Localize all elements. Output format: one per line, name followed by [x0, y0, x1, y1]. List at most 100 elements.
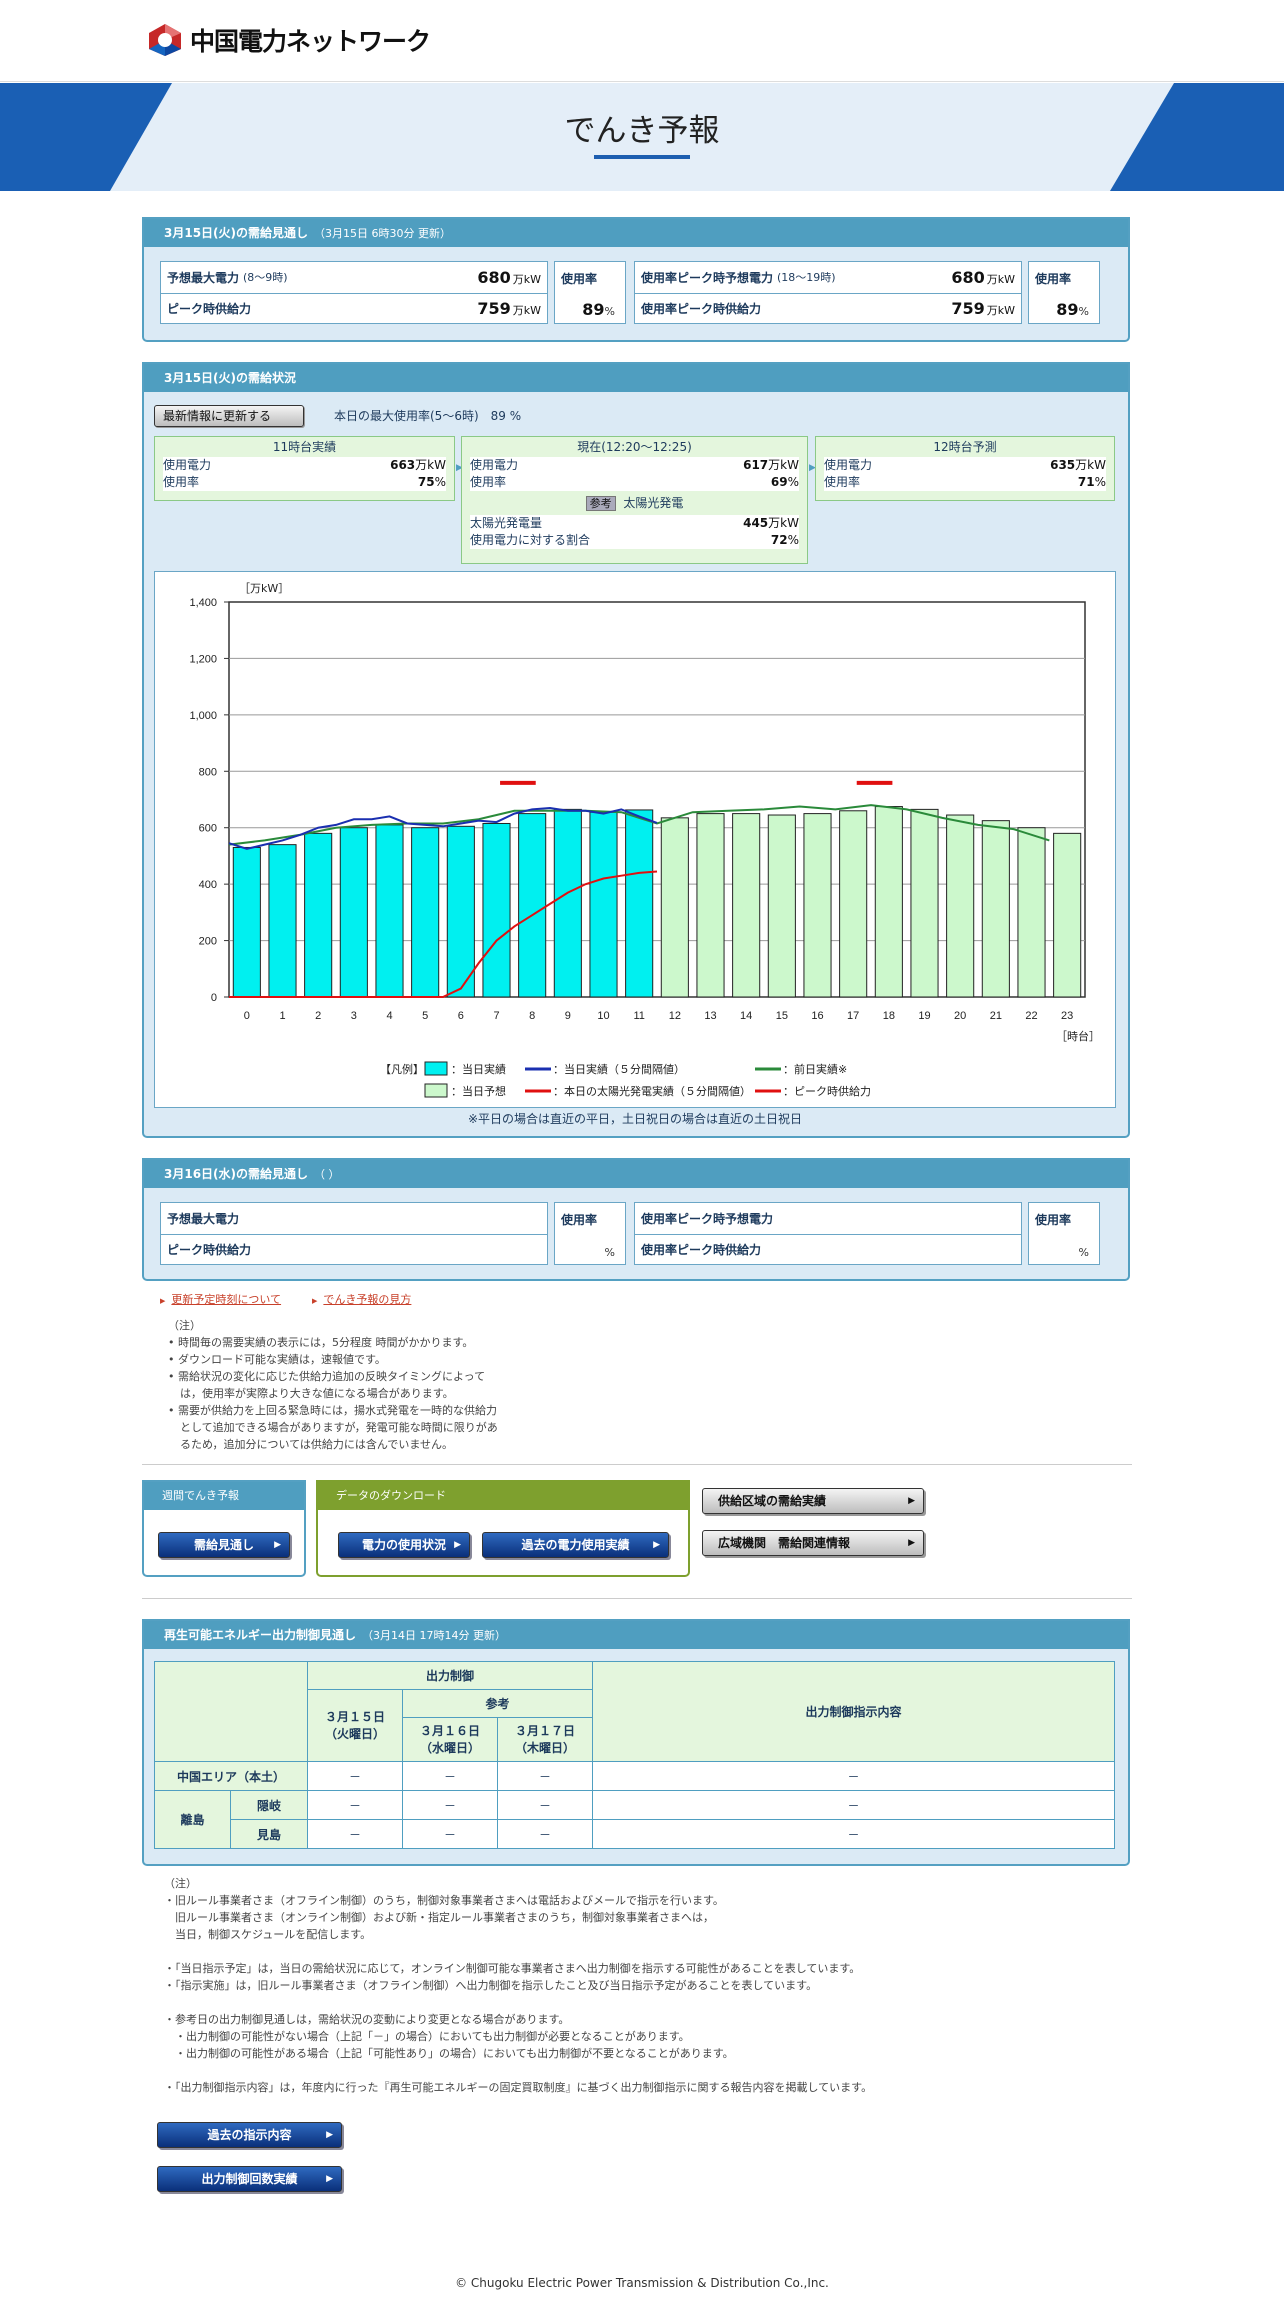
solar-title-line: 参考 太陽光発電	[462, 491, 807, 515]
update-time: （3月14日 17時14分 更新）	[362, 1629, 506, 1642]
bar-actual	[625, 809, 654, 998]
ratepeak-demand-row: 使用率ピーク時予想電力 (18～19時) 680 万kW	[635, 262, 1021, 292]
unit: %	[787, 533, 799, 547]
ratepeak-supply-row: 使用率ピーク時供給力	[635, 1234, 1021, 1264]
button-label: 供給区域の需給実績	[718, 1494, 827, 1508]
arrow-right-icon: ▶	[274, 1540, 281, 1550]
link-how-to-read[interactable]: ▶ でんき予報の見方	[312, 1291, 411, 1307]
past-usage-download-button[interactable]: 過去の電力使用実績 ▶	[482, 1532, 669, 1558]
unit: 万kW	[1075, 458, 1106, 472]
value: 445	[743, 516, 769, 530]
page-title: でんき予報	[564, 113, 720, 149]
current-box: 現在(12:20～12:25) 使用電力 617万kW 使用率 69% 参考 太陽光…	[461, 436, 808, 564]
peak-supply-row: ピーク時供給力 759 万kW	[161, 293, 547, 323]
cell: －	[307, 1819, 403, 1849]
header-date-1: ３月１５日 （火曜日）	[307, 1689, 403, 1762]
forecast-tomorrow-panel: 3月16日(水)の需給見通し （ ） 予想最大電力 ピーク時供給力 使用率 % 使…	[142, 1158, 1130, 1281]
value: 71	[1077, 475, 1095, 489]
x-tick-label: 3	[351, 1010, 357, 1022]
supply-outlook-button[interactable]: 需給見通し ▶	[158, 1532, 290, 1558]
note-line: 旧ルール事業者さま（オンライン制御）および新・指定ルール事業者さまのうち，制御対…	[164, 1911, 714, 1924]
label: 使用電力	[824, 458, 873, 472]
cell: －	[497, 1819, 593, 1849]
value: 759	[477, 299, 511, 318]
plot-frame	[228, 601, 1086, 998]
divider	[142, 1464, 1132, 1465]
label: 予想最大電力	[167, 1211, 240, 1226]
table-row: 離島 隠岐 － － － －	[154, 1790, 1115, 1849]
peak-supply-row: ピーク時供給力	[161, 1234, 547, 1264]
cell: －	[497, 1761, 593, 1791]
occto-info-button[interactable]: 広域機関 需給関連情報 ▶	[702, 1530, 924, 1556]
bar-forecast	[1053, 832, 1082, 998]
output-control-table: 出力制御 出力制御指示内容 ３月１５日 （火曜日） 参考 ３月１６日 （水曜日）…	[154, 1661, 1115, 1849]
past-instructions-button[interactable]: 過去の指示内容 ▶	[157, 2122, 342, 2148]
control-count-button[interactable]: 出力制御回数実績 ▶	[157, 2166, 342, 2192]
supply-area-results-button[interactable]: 供給区域の需給実績 ▶	[702, 1488, 924, 1514]
cell: －	[592, 1790, 1115, 1820]
legend-swatch	[424, 1083, 448, 1098]
panel-header: 3月15日(火)の需給見通し （3月15日 6時30分 更新）	[144, 219, 1128, 247]
arrow-right-icon: ▶	[908, 1496, 915, 1506]
arrow-right-icon: ▶	[326, 2130, 333, 2140]
title-underline	[594, 155, 690, 159]
row-label-mainland: 中国エリア（本土）	[154, 1761, 308, 1791]
value: 69	[770, 475, 788, 489]
arrow-right-icon: ▶	[456, 463, 463, 473]
notes-section: （注） • 時間毎の需要実績の表示には，5分程度 時間がかかります。 • ダウン…	[168, 1317, 588, 1453]
table-row: 中国エリア（本土） － － － －	[154, 1761, 1115, 1791]
y-tick-label: 200	[199, 936, 217, 948]
note-text: 需給状況の変化に応じた供給力追加の反映タイミングによって	[178, 1370, 486, 1383]
x-tick-label: 18	[883, 1010, 895, 1022]
x-tick-label: 15	[776, 1010, 788, 1022]
renewable-notes: （注） ・旧ルール事業者さま（オフライン制御）のうち，制御対象事業者さまへは電話…	[164, 1875, 1124, 2096]
row-label-islands: 離島	[154, 1790, 231, 1849]
reference-badge: 参考	[585, 496, 616, 511]
value: 75	[417, 475, 435, 489]
note-line: ・出力制御の可能性がない場合（上記「－」の場合）においても出力制御が必要となるこ…	[164, 2030, 690, 2043]
note-item: • 需要が供給力を上回る緊急時には，揚水式発電を一時的な供給力	[168, 1404, 497, 1417]
refresh-button[interactable]: 最新情報に更新する	[154, 405, 304, 427]
bar-forecast	[946, 814, 975, 998]
bar-forecast	[839, 810, 868, 998]
site-logo[interactable]: 中国電力ネットワーク	[146, 22, 431, 58]
note-line: ・「出力制御指示内容」は，年度内に行った『再生可能エネルギーの固定買取制度』に基…	[164, 2081, 873, 2094]
link-update-times[interactable]: ▶ 更新予定時刻について	[160, 1291, 281, 1307]
label: 使用電力に対する割合	[470, 533, 591, 547]
bar-actual	[553, 808, 582, 998]
ratepeak-demand-row: 使用率ピーク時予想電力	[635, 1203, 1021, 1233]
arrow-right-icon: ▶	[653, 1540, 660, 1550]
usage-status-download-button[interactable]: 電力の使用状況 ▶	[338, 1532, 470, 1558]
label: 使用率	[1035, 1213, 1072, 1227]
y-tick-label: 400	[199, 879, 217, 891]
label: 使用率	[824, 475, 861, 489]
label: 使用率	[1035, 272, 1072, 286]
button-label: 出力制御回数実績	[201, 2172, 298, 2186]
label: 使用率ピーク時予想電力	[641, 1211, 774, 1226]
y-tick-label: 1,400	[189, 597, 217, 609]
peak-demand-row: 予想最大電力 (8～9時) 680 万kW	[161, 262, 547, 292]
y-tick-label: 600	[199, 823, 217, 835]
ratepeak-usage-box: 使用率 89%	[1028, 261, 1100, 324]
demand-chart: 0 200 400 600 800 1,000 1,200 1,400 ［万kW］ 0 1 2 3 4 5 6…	[154, 571, 1116, 1108]
header-date-3: ３月１７日 （木曜日）	[497, 1717, 593, 1762]
rate-line: 使用率 71%	[824, 474, 1106, 491]
note-text: は，使用率が実際より大きな値になる場合があります。	[180, 1387, 454, 1400]
solar-line: 太陽光発電量 445万kW	[470, 515, 799, 532]
label: 太陽光発電量	[470, 516, 543, 530]
x-tick-label: 10	[597, 1010, 609, 1022]
banner-decoration	[0, 83, 1284, 191]
x-tick-label: 7	[493, 1010, 499, 1022]
note-item: は，使用率が実際より大きな値になる場合があります。	[168, 1385, 588, 1402]
ratepeak-usage-box: 使用率 %	[1028, 1202, 1100, 1265]
legend-prefix: 【凡例】	[380, 1062, 424, 1076]
note-line: ・旧ルール事業者さま（オフライン制御）のうち，制御対象事業者さまへは電話およびメ…	[164, 1894, 724, 1907]
table-corner	[154, 1661, 308, 1762]
divider	[142, 1598, 1132, 1599]
note-text: 時間毎の需要実績の表示には，5分程度 時間がかかります。	[178, 1336, 474, 1349]
label: 使用電力	[470, 458, 519, 472]
label: 使用率ピーク時予想電力	[641, 270, 774, 285]
unit: %	[604, 305, 615, 318]
header-control: 出力制御	[307, 1661, 593, 1690]
